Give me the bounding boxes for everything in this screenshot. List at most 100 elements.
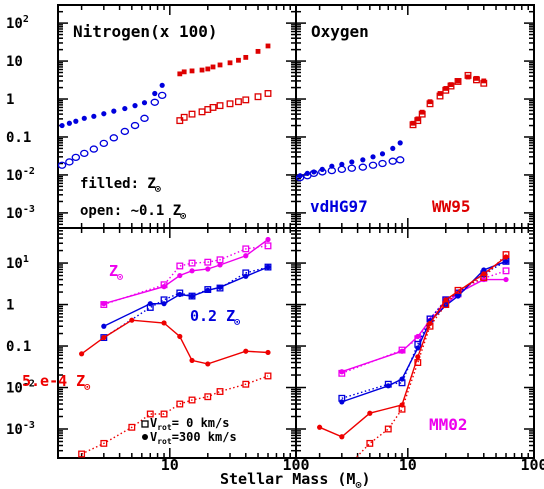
data-point-top-left-2-0 bbox=[177, 71, 183, 77]
data-point-top-right-3-4 bbox=[436, 92, 444, 100]
data-point-top-left-2-3 bbox=[199, 67, 205, 73]
data-point-top-left-0-7 bbox=[122, 105, 128, 112]
vdhg97-label: vdHG97 bbox=[310, 197, 368, 216]
data-point-bottom-right-5-10 bbox=[502, 251, 510, 259]
data-point-bottom-left-5-4 bbox=[160, 410, 168, 418]
data-point-bottom-left-3-6 bbox=[216, 284, 224, 292]
series-group-top-left bbox=[58, 43, 272, 169]
z5e4-label: 5.e-4 Z⊙ bbox=[22, 372, 90, 393]
data-point-bottom-left-4-8 bbox=[265, 349, 271, 356]
data-point-top-right-0-8 bbox=[370, 154, 376, 160]
data-point-bottom-left-2-0 bbox=[101, 323, 107, 329]
bottom-y-tick-label: 101 bbox=[6, 254, 29, 272]
data-point-bottom-left-3-0 bbox=[100, 334, 108, 342]
data-point-bottom-left-2-1 bbox=[147, 301, 153, 307]
nitrogen-title: Nitrogen(x 100) bbox=[73, 22, 218, 41]
x-tick-label: 10 bbox=[399, 456, 417, 474]
data-point-top-left-0-5 bbox=[101, 111, 107, 117]
data-point-top-left-2-8 bbox=[236, 57, 241, 63]
x-tick-label: 10 bbox=[161, 456, 179, 474]
data-point-top-right-2-5 bbox=[443, 86, 449, 91]
data-point-top-left-1-6 bbox=[109, 134, 119, 142]
data-point-bottom-right-3-3 bbox=[414, 340, 422, 348]
data-point-top-left-0-2 bbox=[73, 118, 79, 124]
series-line-bottom-left-1 bbox=[103, 245, 269, 306]
legend-open-label: Vrot= 0 km/s bbox=[150, 416, 229, 432]
data-point-bottom-right-4-2 bbox=[367, 410, 373, 416]
data-point-top-left-3-8 bbox=[235, 98, 242, 106]
data-point-top-right-1-3 bbox=[318, 168, 327, 176]
series-line-bottom-right-3 bbox=[341, 260, 507, 399]
data-point-top-right-3-5 bbox=[442, 86, 450, 94]
data-point-top-left-3-10 bbox=[254, 93, 262, 101]
data-point-top-right-1-10 bbox=[388, 157, 398, 165]
data-point-top-left-0-10 bbox=[152, 90, 158, 97]
data-point-top-left-0-6 bbox=[111, 108, 117, 114]
data-point-top-left-1-0 bbox=[58, 161, 67, 169]
data-point-top-left-1-2 bbox=[71, 153, 81, 162]
data-point-top-right-1-5 bbox=[337, 165, 347, 174]
data-point-top-right-2-8 bbox=[465, 74, 471, 80]
data-point-top-left-3-6 bbox=[216, 102, 224, 110]
data-point-top-left-3-7 bbox=[226, 100, 234, 108]
data-point-top-left-0-1 bbox=[66, 120, 72, 126]
series-line-bottom-left-3 bbox=[103, 266, 269, 339]
top-y-tick-label: 10-2 bbox=[6, 166, 35, 184]
data-point-bottom-left-2-5 bbox=[205, 287, 211, 293]
bottom-y-tick-label: 10-2 bbox=[6, 379, 35, 397]
top-y-tick-label: 1 bbox=[6, 92, 14, 108]
data-point-bottom-left-2-2 bbox=[161, 301, 167, 307]
open-annotation: open: ~0.1 Z⊙ bbox=[80, 203, 186, 222]
data-point-top-left-0-0 bbox=[59, 122, 65, 129]
data-point-bottom-left-5-1 bbox=[100, 439, 108, 447]
data-point-bottom-left-1-4 bbox=[204, 258, 212, 266]
data-point-bottom-left-3-5 bbox=[204, 286, 212, 293]
data-point-bottom-left-3-2 bbox=[160, 296, 168, 304]
series-line-bottom-right-0 bbox=[341, 278, 506, 373]
data-point-bottom-left-1-3 bbox=[188, 259, 196, 267]
data-point-top-left-1-7 bbox=[120, 127, 130, 136]
data-point-top-right-2-7 bbox=[455, 78, 461, 84]
filled-annotation: filled: Z⊙ bbox=[80, 176, 161, 195]
data-point-top-right-1-9 bbox=[378, 159, 387, 168]
data-point-top-left-2-11 bbox=[265, 43, 271, 49]
data-point-bottom-left-1-6 bbox=[242, 245, 250, 253]
data-point-top-right-0-7 bbox=[360, 157, 366, 163]
data-point-top-right-3-0 bbox=[409, 121, 417, 129]
data-point-top-right-2-9 bbox=[474, 75, 479, 81]
bottom-y-tick-label: 10-3 bbox=[6, 420, 35, 438]
data-point-bottom-left-5-6 bbox=[188, 396, 196, 404]
data-point-bottom-right-5-9 bbox=[480, 273, 488, 281]
data-point-bottom-right-3-0 bbox=[338, 394, 346, 402]
data-point-bottom-left-5-10 bbox=[264, 372, 272, 380]
data-point-top-right-3-10 bbox=[480, 79, 488, 87]
data-point-bottom-left-5-8 bbox=[216, 388, 224, 395]
data-point-bottom-left-4-5 bbox=[189, 357, 195, 364]
data-point-top-left-2-2 bbox=[189, 68, 195, 74]
data-point-bottom-left-3-4 bbox=[188, 292, 196, 300]
data-point-top-right-1-2 bbox=[309, 169, 319, 178]
data-point-top-right-0-0 bbox=[297, 173, 303, 179]
data-point-top-right-3-6 bbox=[447, 82, 455, 90]
data-point-top-right-1-7 bbox=[358, 163, 368, 171]
mm02-label: MM02 bbox=[429, 415, 468, 434]
data-point-bottom-right-5-3 bbox=[384, 425, 392, 433]
data-point-top-right-0-9 bbox=[379, 151, 386, 157]
data-point-top-left-2-4 bbox=[205, 66, 211, 72]
data-point-bottom-left-0-4 bbox=[205, 266, 211, 272]
data-point-bottom-left-3-8 bbox=[264, 263, 272, 271]
data-point-bottom-right-5-7 bbox=[442, 301, 450, 308]
data-point-top-right-3-7 bbox=[454, 78, 462, 85]
series-line-bottom-right-1 bbox=[341, 270, 507, 374]
data-point-top-left-1-10 bbox=[150, 98, 160, 106]
data-point-bottom-left-4-0 bbox=[79, 351, 85, 357]
series-line-bottom-left-5 bbox=[81, 375, 269, 455]
data-point-top-left-3-2 bbox=[188, 110, 196, 118]
data-point-top-right-3-2 bbox=[418, 110, 426, 118]
data-point-bottom-left-5-0 bbox=[78, 450, 86, 458]
x-axis-label: Stellar Mass (M⊙) bbox=[220, 470, 371, 489]
data-point-top-right-1-8 bbox=[368, 161, 378, 169]
data-point-top-left-0-4 bbox=[91, 113, 97, 119]
data-point-top-right-2-1 bbox=[415, 116, 421, 122]
